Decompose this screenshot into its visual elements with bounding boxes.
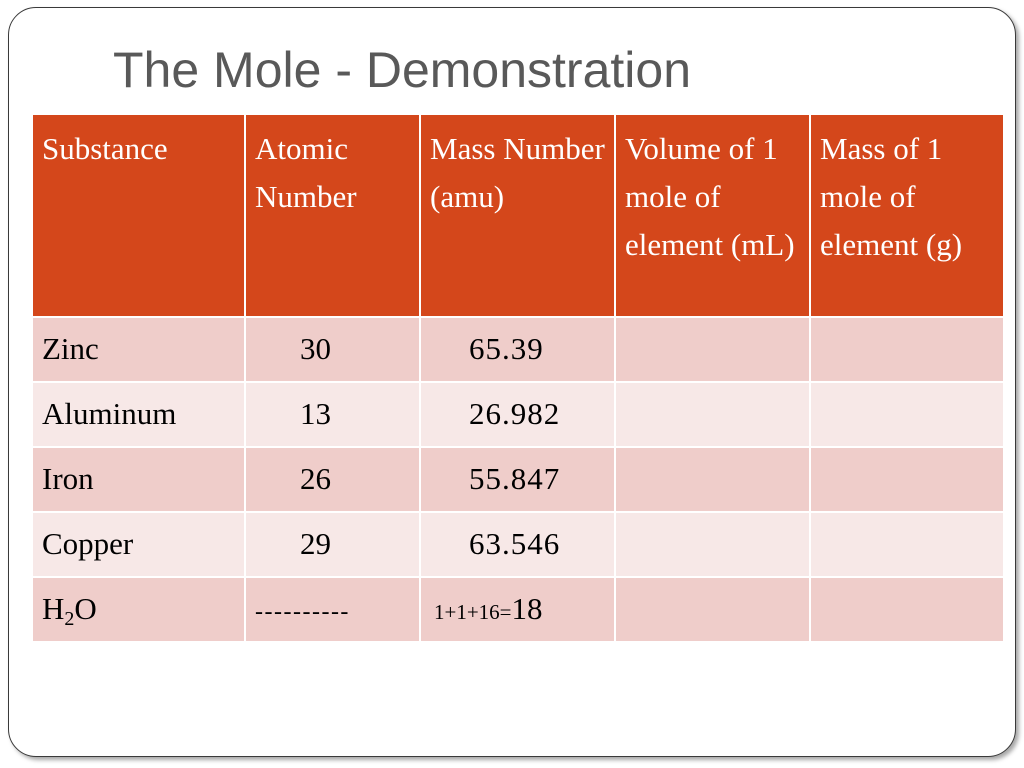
cell-atomic-number: 26	[244, 446, 421, 513]
cell-volume	[614, 446, 811, 513]
table-header-row: Substance Atomic Number Mass Number (amu…	[31, 113, 1005, 318]
placeholder-dashes: ----------	[255, 599, 350, 625]
cell-mass-number: 63.546	[419, 511, 616, 578]
table-row: Iron 26 55.847	[31, 446, 1005, 513]
cell-mass	[809, 381, 1005, 448]
cell-substance: H2O	[31, 576, 246, 643]
header-substance: Substance	[31, 113, 246, 318]
cell-atomic-number: ----------	[244, 576, 421, 643]
header-atomic-number: Atomic Number	[244, 113, 421, 318]
header-volume-of-mole: Volume of 1 mole of element (mL)	[614, 113, 811, 318]
cell-mass	[809, 446, 1005, 513]
formula-subscript: 2	[64, 608, 75, 630]
cell-mass-number: 1+1+16=18	[419, 576, 616, 643]
formula-element-h: H	[42, 591, 65, 626]
cell-mass	[809, 511, 1005, 578]
formula-element-o: O	[74, 591, 97, 626]
cell-volume	[614, 511, 811, 578]
cell-substance: Copper	[31, 511, 246, 578]
cell-mass-number: 26.982	[419, 381, 616, 448]
cell-substance: Zinc	[31, 316, 246, 383]
cell-volume	[614, 381, 811, 448]
slide-title: The Mole - Demonstration	[113, 42, 692, 98]
mass-result: 18	[511, 591, 543, 626]
cell-mass	[809, 576, 1005, 643]
cell-atomic-number: 30	[244, 316, 421, 383]
cell-mass-number: 65.39	[419, 316, 616, 383]
cell-substance: Aluminum	[31, 381, 246, 448]
table-row: Zinc 30 65.39	[31, 316, 1005, 383]
table-row: H2O ---------- 1+1+16=18	[31, 576, 1005, 643]
mole-data-table: Substance Atomic Number Mass Number (amu…	[31, 113, 1005, 643]
cell-mass-number: 55.847	[419, 446, 616, 513]
cell-volume	[614, 576, 811, 643]
mass-expression: 1+1+16=	[434, 600, 512, 624]
header-mass-number: Mass Number (amu)	[419, 113, 616, 318]
cell-atomic-number: 13	[244, 381, 421, 448]
cell-atomic-number: 29	[244, 511, 421, 578]
cell-substance: Iron	[31, 446, 246, 513]
table-row: Aluminum 13 26.982	[31, 381, 1005, 448]
cell-volume	[614, 316, 811, 383]
cell-mass	[809, 316, 1005, 383]
table-row: Copper 29 63.546	[31, 511, 1005, 578]
header-mass-of-mole: Mass of 1 mole of element (g)	[809, 113, 1005, 318]
